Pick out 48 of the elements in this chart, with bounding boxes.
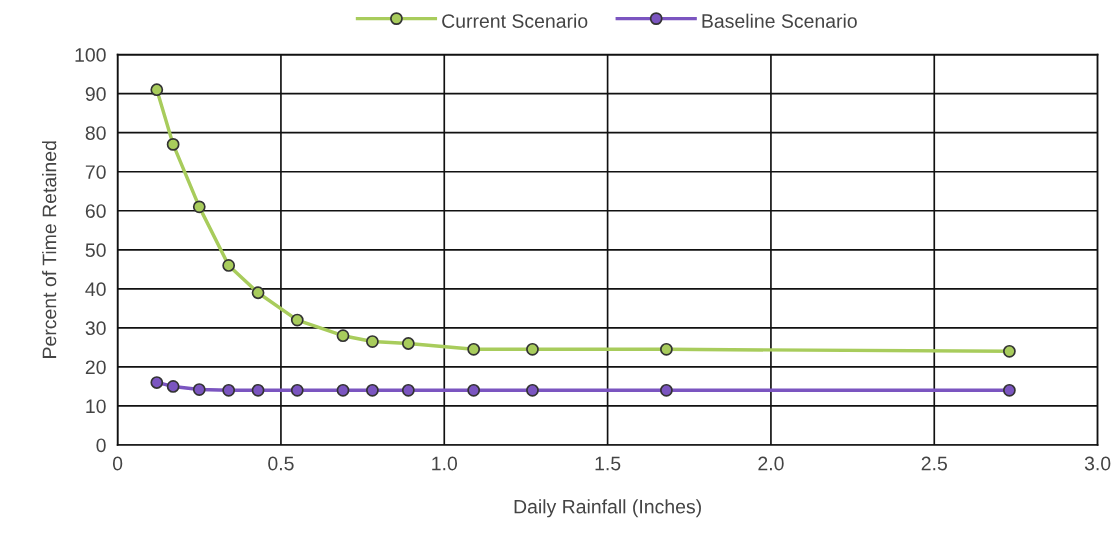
point bbox=[166, 380, 180, 393]
point bbox=[526, 383, 539, 397]
y-tick-label: 20 bbox=[85, 360, 106, 375]
point bbox=[401, 337, 415, 350]
x-tick-label: 2.0 bbox=[758, 456, 784, 471]
point bbox=[290, 313, 304, 327]
point bbox=[222, 383, 236, 397]
point bbox=[660, 383, 673, 397]
point bbox=[1003, 344, 1016, 358]
point bbox=[150, 376, 164, 389]
y-tick-label: 90 bbox=[85, 87, 106, 101]
point bbox=[166, 137, 180, 151]
x-tick-label: 2.5 bbox=[921, 456, 947, 471]
point bbox=[467, 383, 481, 397]
x-tick-label: 0 bbox=[112, 456, 123, 471]
y-tick-label: 10 bbox=[86, 399, 106, 414]
point bbox=[366, 335, 379, 348]
point bbox=[526, 342, 539, 356]
y-tick-label: 60 bbox=[85, 204, 106, 218]
point bbox=[467, 342, 481, 356]
legend-label: Baseline Scenario bbox=[702, 13, 857, 28]
y-tick-label: 30 bbox=[85, 321, 106, 336]
point bbox=[336, 329, 350, 343]
point bbox=[336, 383, 350, 397]
point bbox=[366, 383, 379, 397]
x-tick-label: 1.0 bbox=[432, 456, 458, 471]
y-tick-label: 50 bbox=[85, 243, 106, 258]
y-tick-label: 80 bbox=[85, 126, 106, 140]
x-tick-label: 1.5 bbox=[595, 456, 621, 471]
point bbox=[222, 259, 236, 272]
point bbox=[660, 342, 673, 356]
y-tick-label: 40 bbox=[85, 282, 106, 297]
point bbox=[150, 83, 164, 97]
point bbox=[401, 383, 415, 397]
point bbox=[192, 383, 206, 396]
point bbox=[1003, 383, 1016, 397]
x-tick-label: 3.0 bbox=[1084, 456, 1111, 471]
point bbox=[290, 383, 304, 397]
point bbox=[251, 286, 265, 300]
y-tick-label: 100 bbox=[75, 48, 106, 62]
x-axis-title: Daily Rainfall (Inches) bbox=[514, 499, 701, 518]
y-tick-label: 70 bbox=[85, 165, 106, 179]
y-tick-label: 0 bbox=[96, 438, 106, 453]
y-axis-title: Percent of Time Retained bbox=[42, 141, 57, 358]
point bbox=[192, 200, 206, 214]
legend-label: Current Scenario bbox=[442, 13, 588, 28]
x-tick-label: 0.5 bbox=[268, 456, 294, 471]
point bbox=[251, 383, 265, 397]
